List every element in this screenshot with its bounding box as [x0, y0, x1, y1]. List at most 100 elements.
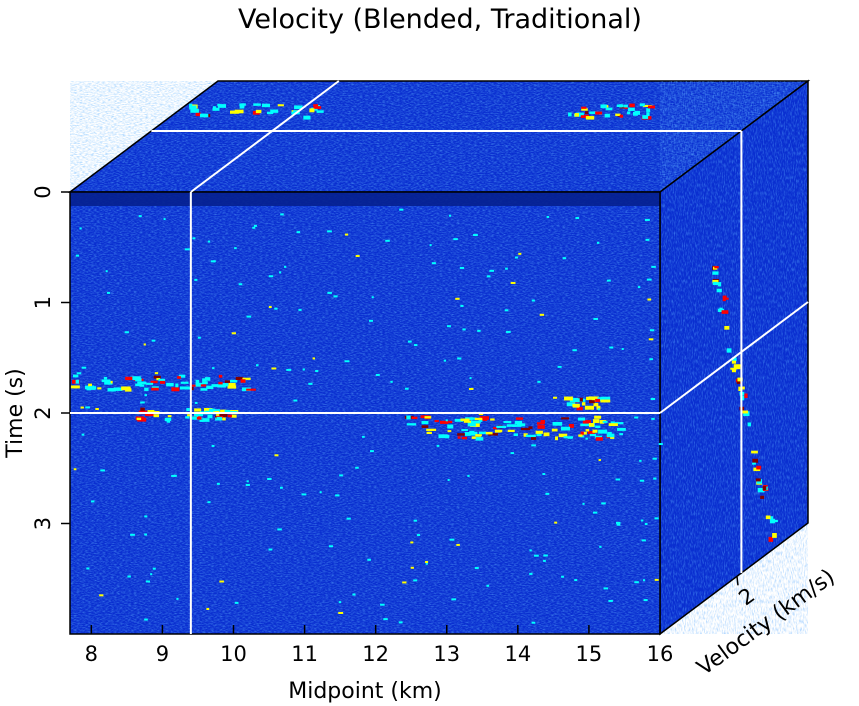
energy-cell: [585, 437, 588, 440]
energy-cell: [210, 260, 215, 263]
energy-cell: [600, 399, 611, 403]
energy-cell: [145, 413, 154, 416]
energy-cell: [192, 237, 196, 240]
energy-cell: [81, 366, 87, 369]
energy-cell: [608, 599, 613, 602]
energy-cell: [267, 477, 272, 480]
energy-cell: [246, 388, 256, 391]
energy-cell: [554, 521, 558, 524]
energy-cell: [454, 418, 464, 422]
energy-cell: [572, 349, 577, 352]
energy-cell: [140, 407, 145, 412]
y-tick-label: 3: [31, 517, 55, 530]
energy-cell: [731, 360, 737, 364]
energy-cell: [421, 425, 429, 428]
energy-cell: [512, 424, 522, 427]
energy-cell: [654, 517, 659, 520]
energy-cell: [475, 437, 484, 441]
energy-cell: [339, 474, 343, 477]
energy-cell: [166, 382, 174, 387]
energy-cell: [153, 414, 160, 418]
energy-cell: [270, 109, 279, 113]
energy-cell: [561, 417, 569, 420]
energy-cell: [644, 218, 650, 221]
energy-cell: [410, 566, 414, 569]
energy-cell: [313, 106, 322, 109]
energy-cell: [218, 381, 223, 385]
energy-cell: [262, 103, 270, 108]
energy-cell: [205, 410, 211, 413]
energy-cell: [436, 444, 440, 447]
energy-cell: [144, 394, 147, 397]
energy-cell: [416, 534, 421, 537]
energy-cell: [298, 308, 302, 311]
energy-cell: [588, 423, 595, 427]
energy-cell: [144, 533, 148, 536]
energy-cell: [568, 423, 574, 428]
energy-cell: [619, 104, 623, 108]
energy-cell: [234, 601, 239, 604]
energy-cell: [127, 575, 131, 578]
energy-cell: [589, 400, 595, 404]
energy-cell: [629, 103, 635, 108]
energy-cell: [571, 397, 578, 402]
energy-cell: [595, 437, 603, 441]
energy-cell: [606, 433, 615, 438]
energy-cell: [279, 271, 282, 274]
energy-cell: [194, 413, 204, 417]
energy-cell: [166, 420, 171, 423]
energy-cell: [190, 386, 194, 391]
energy-cell: [175, 383, 179, 388]
energy-cell: [293, 110, 299, 113]
energy-cell: [277, 528, 282, 531]
energy-cell: [362, 435, 365, 438]
energy-cell: [246, 480, 249, 483]
energy-cell: [490, 418, 495, 421]
energy-cell: [144, 618, 148, 621]
energy-cell: [757, 487, 765, 493]
energy-cell: [178, 374, 186, 378]
energy-cell: [772, 533, 777, 538]
energy-cell: [448, 420, 453, 424]
energy-cell: [755, 478, 761, 482]
energy-cell: [150, 573, 153, 576]
energy-cell: [717, 308, 725, 312]
energy-cell: [540, 420, 545, 424]
energy-cell: [97, 387, 102, 390]
energy-cell: [434, 420, 439, 423]
energy-cell: [195, 112, 201, 117]
energy-cell: [328, 545, 333, 548]
energy-cell: [594, 435, 603, 439]
energy-cell: [464, 432, 471, 436]
energy-cell: [731, 369, 736, 373]
energy-cell: [246, 315, 252, 318]
energy-cell: [125, 376, 133, 381]
energy-cell: [195, 379, 200, 384]
energy-cell: [369, 319, 373, 322]
energy-cell: [75, 254, 80, 257]
energy-cell: [582, 502, 585, 505]
energy-cell: [619, 114, 624, 118]
energy-cell: [641, 519, 644, 522]
energy-cell: [634, 110, 641, 115]
energy-cell: [410, 541, 414, 544]
energy-cell: [615, 478, 621, 481]
energy-cell: [219, 412, 225, 417]
energy-cell: [581, 431, 587, 435]
energy-cell: [429, 244, 432, 247]
energy-cell: [277, 104, 284, 107]
energy-cell: [480, 417, 488, 421]
energy-cell: [70, 385, 80, 389]
energy-cell: [561, 575, 564, 578]
energy-cell: [375, 373, 380, 376]
energy-cell: [398, 621, 403, 624]
energy-cell: [595, 111, 603, 115]
energy-cell: [595, 398, 600, 402]
energy-cell: [207, 414, 213, 419]
energy-cell: [151, 339, 156, 342]
energy-cell: [555, 436, 559, 441]
energy-cell: [553, 396, 558, 399]
energy-cell: [151, 386, 159, 389]
slice-lines: [70, 80, 809, 634]
x-tick-label: 11: [291, 642, 318, 666]
